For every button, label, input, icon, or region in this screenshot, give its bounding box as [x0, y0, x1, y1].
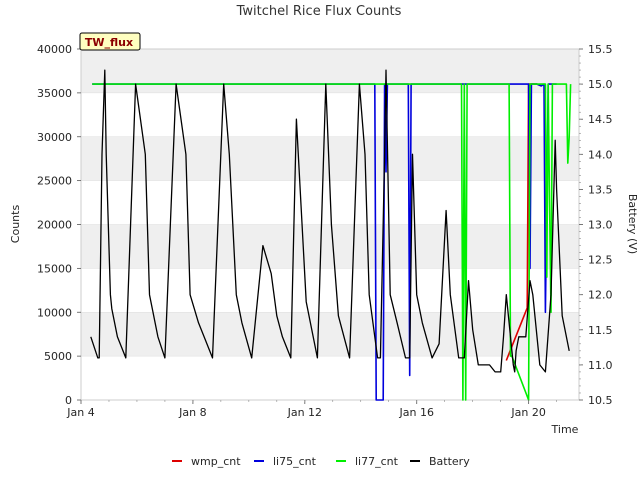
- x-axis-title: Time: [551, 423, 579, 436]
- y2-tick-label: 14.5: [588, 113, 613, 126]
- x-tick-label: Jan 8: [178, 406, 206, 419]
- y2-tick-label: 11.5: [588, 324, 613, 337]
- y-tick-label: 10000: [37, 306, 72, 319]
- y2-tick-label: 15.0: [588, 78, 613, 91]
- y-tick-label: 20000: [37, 219, 72, 232]
- y-tick-label: 25000: [37, 175, 72, 188]
- background-band: [81, 356, 579, 400]
- y-tick-label: 15000: [37, 262, 72, 275]
- x-tick-label: Jan 4: [66, 406, 94, 419]
- y2-tick-label: 10.5: [588, 394, 613, 407]
- axes-layer: 0 5000 10000 15000 20000 25000 30000 35000 40000…: [37, 43, 613, 419]
- site-label-box: TW_flux: [79, 32, 141, 51]
- series-layer: [90, 69, 572, 401]
- legend-label-wmp-cnt: wmp_cnt: [191, 455, 241, 468]
- series-line-battery: [90, 69, 570, 373]
- legend: wmp_cnt li75_cnt li77_cnt Battery: [172, 455, 470, 468]
- y-tick-label: 30000: [37, 131, 72, 144]
- y-tick-label: 35000: [37, 87, 72, 100]
- background-band: [81, 92, 579, 137]
- legend-label-battery: Battery: [429, 455, 470, 468]
- background-band: [81, 268, 579, 313]
- y2-tick-label: 11.0: [588, 359, 613, 372]
- y-tick-label: 0: [65, 394, 72, 407]
- y2-tick-label: 12.5: [588, 254, 613, 267]
- background-band: [81, 312, 579, 357]
- site-label-bg: [79, 32, 141, 51]
- y-axis-title: Counts: [9, 205, 22, 244]
- y2-tick-label: 15.5: [588, 43, 613, 56]
- y-tick-label: 5000: [44, 350, 72, 363]
- y-tick-label: 40000: [37, 43, 72, 56]
- y2-axis-title: Battery (V): [626, 194, 639, 254]
- background-band: [81, 224, 579, 269]
- x-tick-label: Jan 20: [510, 406, 545, 419]
- chart-title: Twitchel Rice Flux Counts: [236, 4, 402, 19]
- legend-label-li77-cnt: li77_cnt: [355, 455, 399, 468]
- x-tick-label: Jan 16: [399, 406, 434, 419]
- legend-label-li75-cnt: li75_cnt: [273, 455, 317, 468]
- y2-tick-label: 13.5: [588, 183, 613, 196]
- background-band: [81, 49, 579, 93]
- y2-tick-label: 13.0: [588, 219, 613, 232]
- site-label: TW_flux: [85, 36, 133, 49]
- y2-tick-label: 12.0: [588, 289, 613, 302]
- y2-tick-label: 14.0: [588, 148, 613, 161]
- x-tick-label: Jan 12: [287, 406, 322, 419]
